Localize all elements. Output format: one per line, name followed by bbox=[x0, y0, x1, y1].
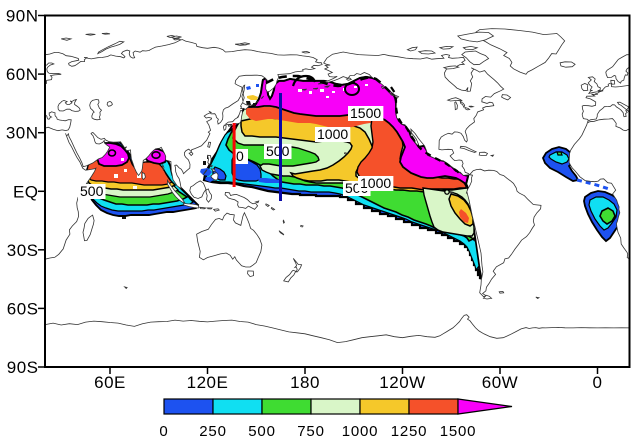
svg-text:1000: 1000 bbox=[360, 175, 391, 191]
svg-text:500: 500 bbox=[80, 183, 104, 199]
svg-text:1500: 1500 bbox=[350, 105, 381, 121]
svg-text:250: 250 bbox=[199, 423, 226, 440]
svg-text:1000: 1000 bbox=[342, 423, 379, 440]
svg-text:60S: 60S bbox=[7, 299, 39, 318]
svg-text:0: 0 bbox=[236, 148, 244, 164]
svg-text:EQ: EQ bbox=[13, 182, 39, 201]
svg-text:60E: 60E bbox=[94, 373, 126, 392]
svg-text:180: 180 bbox=[290, 373, 320, 392]
svg-text:60W: 60W bbox=[482, 373, 518, 392]
svg-text:1250: 1250 bbox=[391, 423, 428, 440]
svg-text:0: 0 bbox=[159, 423, 168, 440]
svg-text:1500: 1500 bbox=[440, 423, 477, 440]
svg-text:90S: 90S bbox=[7, 358, 39, 377]
svg-text:120W: 120W bbox=[379, 373, 425, 392]
svg-text:500: 500 bbox=[248, 423, 275, 440]
svg-text:0: 0 bbox=[593, 373, 603, 392]
svg-text:500: 500 bbox=[266, 143, 290, 159]
svg-text:60N: 60N bbox=[6, 65, 39, 84]
svg-text:30S: 30S bbox=[7, 241, 39, 260]
svg-text:1000: 1000 bbox=[317, 126, 348, 142]
svg-text:750: 750 bbox=[297, 423, 324, 440]
svg-text:30N: 30N bbox=[6, 124, 39, 143]
svg-text:120E: 120E bbox=[187, 373, 229, 392]
svg-text:90N: 90N bbox=[6, 7, 39, 26]
